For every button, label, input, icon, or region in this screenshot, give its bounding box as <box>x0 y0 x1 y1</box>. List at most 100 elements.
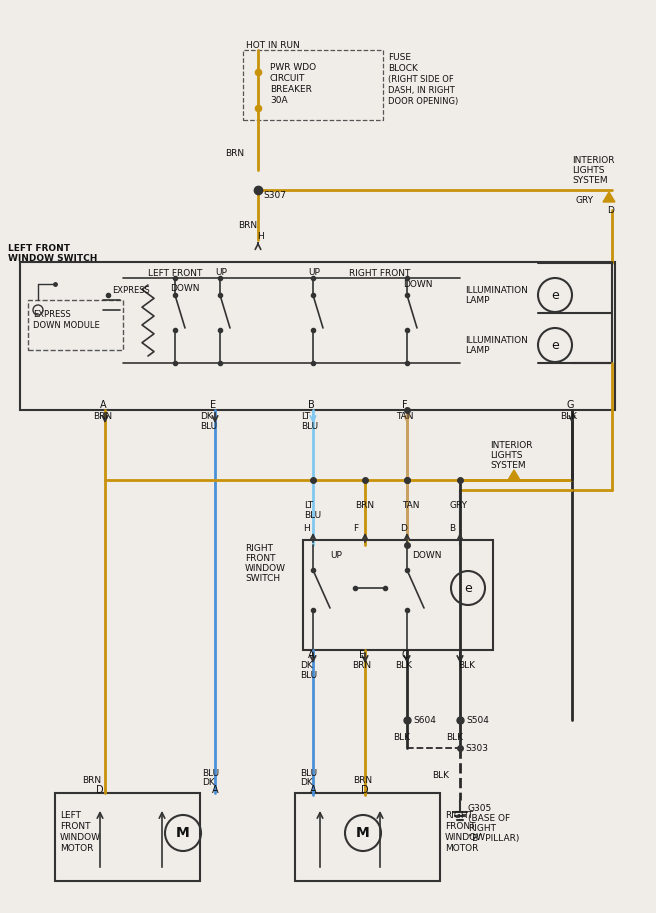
Text: BRN: BRN <box>82 775 101 784</box>
Text: (BASE OF: (BASE OF <box>468 813 510 823</box>
Text: WINDOW SWITCH: WINDOW SWITCH <box>8 254 97 263</box>
Text: FRONT: FRONT <box>245 553 276 562</box>
Text: DK: DK <box>200 412 213 421</box>
Text: BLK: BLK <box>432 771 449 780</box>
Text: G305: G305 <box>468 803 492 813</box>
Text: LIGHTS: LIGHTS <box>490 450 522 459</box>
Polygon shape <box>603 192 615 202</box>
Text: UP: UP <box>308 268 320 277</box>
Text: BRN: BRN <box>238 221 257 229</box>
Text: BREAKER: BREAKER <box>270 85 312 93</box>
Text: UP: UP <box>215 268 227 277</box>
Text: DK: DK <box>300 778 313 786</box>
Text: ILLUMINATION: ILLUMINATION <box>465 286 528 295</box>
Text: RIGHT: RIGHT <box>468 824 496 833</box>
Text: GRY: GRY <box>449 500 467 509</box>
Text: BLU: BLU <box>300 769 317 778</box>
Text: D: D <box>96 785 104 795</box>
Text: MOTOR: MOTOR <box>445 844 478 853</box>
Text: S307: S307 <box>263 191 286 200</box>
Text: S604: S604 <box>413 716 436 725</box>
Text: A: A <box>212 785 218 795</box>
Text: INTERIOR: INTERIOR <box>572 155 615 164</box>
Text: DOWN: DOWN <box>412 551 441 560</box>
Text: LEFT FRONT: LEFT FRONT <box>8 244 70 253</box>
Text: WINDOW: WINDOW <box>445 833 486 842</box>
Text: DOOR OPENING): DOOR OPENING) <box>388 97 459 106</box>
Bar <box>55 793 200 881</box>
Text: LIGHTS: LIGHTS <box>572 165 604 174</box>
Text: MOTOR: MOTOR <box>60 844 93 853</box>
Text: FRONT: FRONT <box>445 822 476 831</box>
Text: D: D <box>361 785 369 795</box>
Text: A: A <box>308 650 314 660</box>
Polygon shape <box>508 470 520 480</box>
Text: BLU: BLU <box>301 422 318 431</box>
Text: BRN: BRN <box>355 500 374 509</box>
Text: D: D <box>607 205 614 215</box>
Text: M: M <box>176 826 190 840</box>
Text: PWR WDO: PWR WDO <box>270 62 316 71</box>
Text: S504: S504 <box>466 716 489 725</box>
Text: LEFT: LEFT <box>60 811 81 820</box>
Text: BLU: BLU <box>202 769 219 778</box>
Text: C: C <box>401 650 409 660</box>
Text: BLU: BLU <box>200 422 217 431</box>
Text: 30A: 30A <box>270 96 287 104</box>
Text: BLK: BLK <box>560 412 577 421</box>
Text: A: A <box>100 400 106 410</box>
Text: B: B <box>449 523 455 532</box>
Text: RIGHT: RIGHT <box>245 543 273 552</box>
Text: WINDOW: WINDOW <box>245 563 286 572</box>
Text: G: G <box>566 400 574 410</box>
Text: DOWN: DOWN <box>170 284 199 292</box>
Bar <box>295 793 440 881</box>
Text: BRN: BRN <box>93 412 112 421</box>
Text: LEFT FRONT: LEFT FRONT <box>148 268 202 278</box>
Text: EXPRESS: EXPRESS <box>33 310 71 319</box>
Text: EXPRESS: EXPRESS <box>112 286 150 295</box>
Text: DK: DK <box>202 778 215 786</box>
Text: LT: LT <box>304 500 313 509</box>
Text: E: E <box>210 400 216 410</box>
Text: DOWN: DOWN <box>403 279 432 289</box>
Text: DK: DK <box>300 660 313 669</box>
Text: UP: UP <box>330 551 342 560</box>
Text: FRONT: FRONT <box>60 822 91 831</box>
Text: "B" PILLAR): "B" PILLAR) <box>468 834 520 843</box>
Text: D: D <box>400 523 407 532</box>
Text: TAN: TAN <box>402 500 419 509</box>
Text: TAN: TAN <box>396 412 413 421</box>
Bar <box>20 262 615 410</box>
Text: BLK: BLK <box>395 660 412 669</box>
Text: BRN: BRN <box>352 660 371 669</box>
Text: BLK: BLK <box>458 660 475 669</box>
Text: e: e <box>551 289 559 301</box>
Text: SWITCH: SWITCH <box>245 573 280 582</box>
Text: GRY: GRY <box>575 195 593 205</box>
Text: e: e <box>464 582 472 594</box>
Bar <box>243 50 383 120</box>
Text: A: A <box>310 785 316 795</box>
Text: BLU: BLU <box>304 510 321 519</box>
Text: DOWN MODULE: DOWN MODULE <box>33 320 100 330</box>
Text: LAMP: LAMP <box>465 296 489 305</box>
Text: F: F <box>402 400 408 410</box>
Bar <box>303 540 493 650</box>
Text: LT: LT <box>301 412 310 421</box>
Text: ILLUMINATION: ILLUMINATION <box>465 335 528 344</box>
Text: e: e <box>551 339 559 352</box>
Text: BLU: BLU <box>300 670 317 679</box>
Text: BRN: BRN <box>353 775 372 784</box>
Text: M: M <box>356 826 370 840</box>
Text: RIGHT FRONT: RIGHT FRONT <box>349 268 411 278</box>
Text: CIRCUIT: CIRCUIT <box>270 74 306 82</box>
Text: E: E <box>359 650 365 660</box>
Text: BLOCK: BLOCK <box>388 64 418 72</box>
Text: BLK: BLK <box>446 732 463 741</box>
Text: DASH, IN RIGHT: DASH, IN RIGHT <box>388 86 455 95</box>
Text: H: H <box>257 232 264 240</box>
Text: B: B <box>308 400 314 410</box>
Text: S303: S303 <box>465 743 488 752</box>
Text: H: H <box>303 523 310 532</box>
